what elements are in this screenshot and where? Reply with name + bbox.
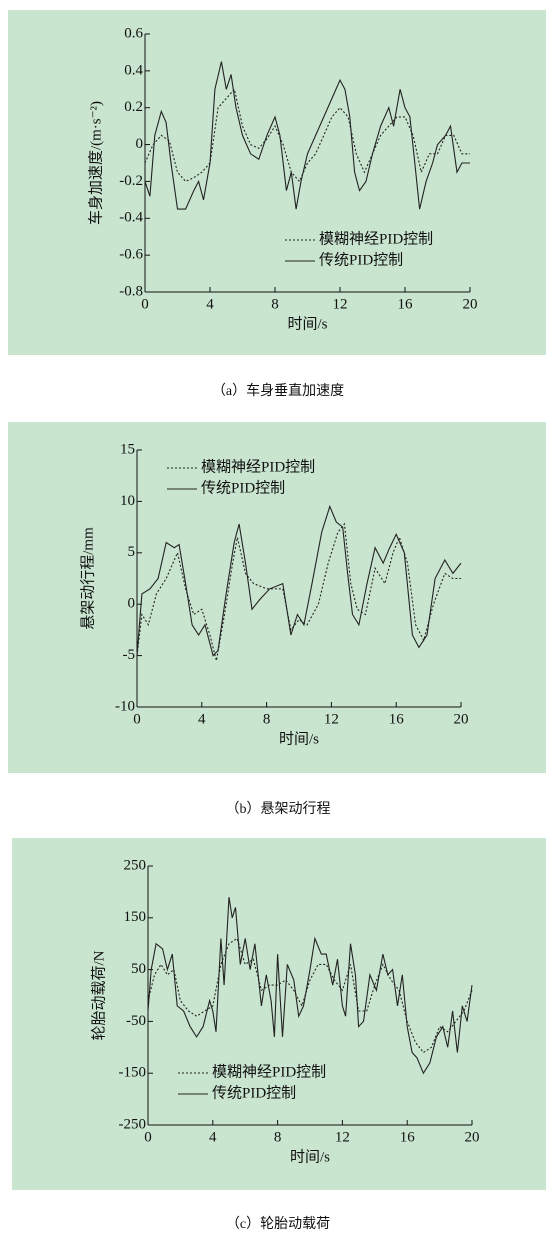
x-tick-label: 16: [389, 711, 405, 727]
x-tick-label: 0: [141, 296, 149, 312]
y-tick-label: 0: [136, 136, 144, 152]
x-axis-label: 时间/s: [290, 1148, 330, 1165]
x-tick-label: 20: [454, 711, 469, 727]
legend-label: 模糊神经PID控制: [201, 458, 315, 475]
y-tick-label: 0: [128, 596, 136, 612]
y-tick-label: -150: [119, 1065, 147, 1081]
x-tick-label: 8: [274, 1129, 282, 1145]
y-tick-label: 0.4: [124, 62, 143, 78]
y-axis-label: 车身加速度/(m·s⁻²): [87, 101, 104, 225]
legend-label: 传统PID控制: [212, 1084, 296, 1101]
panel-background: [8, 10, 546, 355]
caption: （c）轮胎动载荷: [226, 1216, 330, 1232]
legend-label: 传统PID控制: [319, 251, 403, 268]
y-tick-label: -0.2: [119, 173, 143, 189]
y-tick-label: 50: [131, 961, 146, 977]
y-tick-label: 10: [120, 493, 135, 509]
x-tick-label: 12: [333, 296, 348, 312]
y-tick-label: 250: [124, 857, 147, 873]
x-tick-label: 8: [271, 296, 279, 312]
y-tick-label: -0.8: [119, 283, 143, 299]
y-axis-label: 轮胎动载荷/N: [90, 950, 107, 1040]
x-tick-label: 0: [133, 711, 141, 727]
y-tick-label: 15: [120, 441, 135, 457]
legend-label: 模糊神经PID控制: [212, 1063, 326, 1080]
caption: （a）车身垂直加速度: [212, 382, 344, 399]
x-tick-label: 20: [463, 296, 478, 312]
panel-background: [12, 838, 546, 1190]
x-tick-label: 12: [335, 1129, 350, 1145]
series-line: [144, 61, 470, 210]
y-tick-label: 5: [128, 544, 136, 560]
x-tick-label: 8: [263, 711, 271, 727]
y-tick-label: -0.4: [119, 210, 143, 226]
x-axis-label: 时间/s: [287, 315, 327, 332]
y-tick-label: 0.6: [124, 25, 143, 41]
y-tick-label: -10: [115, 698, 135, 714]
series-line: [147, 937, 473, 1054]
x-tick-label: 4: [209, 1129, 217, 1145]
y-tick-label: -0.6: [119, 247, 143, 263]
y-tick-label: -5: [123, 647, 136, 663]
x-tick-label: 4: [206, 296, 214, 312]
x-tick-label: 0: [144, 1129, 152, 1145]
caption: （b）悬架动行程: [226, 801, 331, 817]
y-axis-label: 悬架动行程/mm: [79, 527, 96, 630]
legend-label: 传统PID控制: [201, 479, 285, 496]
x-axis-label: 时间/s: [279, 730, 319, 747]
series-line: [147, 897, 473, 1075]
y-tick-label: -250: [119, 1116, 147, 1132]
x-tick-label: 12: [324, 711, 339, 727]
legend-label: 模糊神经PID控制: [319, 230, 433, 247]
x-tick-label: 16: [400, 1129, 416, 1145]
series-line: [136, 504, 462, 657]
x-tick-label: 20: [465, 1129, 480, 1145]
y-tick-label: 150: [124, 909, 147, 925]
y-tick-label: 0.2: [124, 99, 143, 115]
x-tick-label: 4: [198, 711, 206, 727]
panel-background: [8, 422, 546, 773]
y-tick-label: -50: [126, 1013, 146, 1029]
x-tick-label: 16: [398, 296, 414, 312]
